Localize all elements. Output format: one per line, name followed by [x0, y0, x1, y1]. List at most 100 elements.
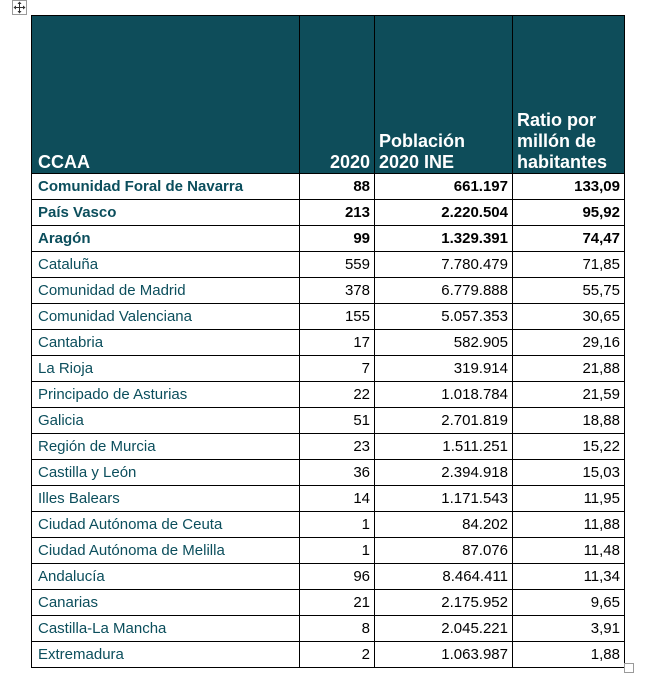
cell-population: 2.175.952: [374, 589, 513, 616]
cell-ccaa-name: Andalucía: [31, 563, 300, 590]
cell-population: 5.057.353: [374, 303, 513, 330]
cell-ccaa-name: Comunidad Foral de Navarra: [31, 173, 300, 200]
table-row: Galicia 51 2.701.819 18,88: [31, 407, 625, 434]
table-resize-handle-icon[interactable]: [624, 663, 634, 673]
move-arrows-icon: [13, 1, 26, 14]
cell-population: 661.197: [374, 173, 513, 200]
cell-ratio: 11,88: [512, 511, 625, 538]
header-year: 2020: [299, 15, 375, 174]
cell-population: 2.220.504: [374, 199, 513, 226]
cell-population: 7.780.479: [374, 251, 513, 278]
table-row: Principado de Asturias 22 1.018.784 21,59: [31, 381, 625, 408]
cell-year-value: 14: [299, 485, 375, 512]
table-row: Castilla y León 36 2.394.918 15,03: [31, 459, 625, 486]
cell-ccaa-name: Castilla y León: [31, 459, 300, 486]
cell-population: 2.045.221: [374, 615, 513, 642]
table-row: País Vasco 213 2.220.504 95,92: [31, 199, 625, 226]
table-move-handle-icon[interactable]: [12, 0, 27, 15]
table-row: Comunidad Valenciana 155 5.057.353 30,65: [31, 303, 625, 330]
cell-ratio: 95,92: [512, 199, 625, 226]
cell-year-value: 36: [299, 459, 375, 486]
cell-ratio: 30,65: [512, 303, 625, 330]
table-row: Región de Murcia 23 1.511.251 15,22: [31, 433, 625, 460]
cell-ccaa-name: Comunidad Valenciana: [31, 303, 300, 330]
table-row: Extremadura 2 1.063.987 1,88: [31, 641, 625, 668]
cell-ratio: 11,48: [512, 537, 625, 564]
cell-year-value: 88: [299, 173, 375, 200]
cell-population: 2.701.819: [374, 407, 513, 434]
table-row: Canarias 21 2.175.952 9,65: [31, 589, 625, 616]
cell-population: 319.914: [374, 355, 513, 382]
cell-ratio: 55,75: [512, 277, 625, 304]
cell-ratio: 21,88: [512, 355, 625, 382]
cell-year-value: 2: [299, 641, 375, 668]
table-row: Aragón 99 1.329.391 74,47: [31, 225, 625, 252]
cell-ratio: 9,65: [512, 589, 625, 616]
cell-ratio: 74,47: [512, 225, 625, 252]
cell-population: 1.171.543: [374, 485, 513, 512]
cell-ratio: 1,88: [512, 641, 625, 668]
cell-ratio: 71,85: [512, 251, 625, 278]
cell-ratio: 11,95: [512, 485, 625, 512]
header-ccaa: CCAA: [31, 15, 300, 174]
cell-ratio: 15,03: [512, 459, 625, 486]
cell-ccaa-name: Extremadura: [31, 641, 300, 668]
cell-population: 84.202: [374, 511, 513, 538]
table-body: Comunidad Foral de Navarra 88 661.197 133,0…: [31, 173, 625, 668]
cell-ratio: 21,59: [512, 381, 625, 408]
cell-ccaa-name: Illes Balears: [31, 485, 300, 512]
cell-ratio: 133,09: [512, 173, 625, 200]
cell-ratio: 15,22: [512, 433, 625, 460]
cell-ccaa-name: Castilla-La Mancha: [31, 615, 300, 642]
cell-ccaa-name: La Rioja: [31, 355, 300, 382]
cell-ccaa-name: Ciudad Autónoma de Ceuta: [31, 511, 300, 538]
header-population: Población 2020 INE: [374, 15, 513, 174]
cell-year-value: 378: [299, 277, 375, 304]
cell-year-value: 96: [299, 563, 375, 590]
table-header-row: CCAA 2020 Población 2020 INE Ratio por m…: [31, 15, 625, 174]
cell-population: 1.018.784: [374, 381, 513, 408]
cell-year-value: 7: [299, 355, 375, 382]
cell-year-value: 99: [299, 225, 375, 252]
cell-population: 2.394.918: [374, 459, 513, 486]
cell-ccaa-name: País Vasco: [31, 199, 300, 226]
cell-ccaa-name: Canarias: [31, 589, 300, 616]
table-row: Cantabria 17 582.905 29,16: [31, 329, 625, 356]
cell-ccaa-name: Comunidad de Madrid: [31, 277, 300, 304]
cell-ccaa-name: Cantabria: [31, 329, 300, 356]
table-row: Comunidad Foral de Navarra 88 661.197 133,0…: [31, 173, 625, 200]
table-row: Ciudad Autónoma de Melilla 1 87.076 11,48: [31, 537, 625, 564]
cell-population: 87.076: [374, 537, 513, 564]
cell-year-value: 23: [299, 433, 375, 460]
cell-year-value: 559: [299, 251, 375, 278]
cell-population: 582.905: [374, 329, 513, 356]
cell-population: 1.063.987: [374, 641, 513, 668]
cell-year-value: 21: [299, 589, 375, 616]
cell-population: 1.329.391: [374, 225, 513, 252]
cell-ccaa-name: Ciudad Autónoma de Melilla: [31, 537, 300, 564]
cell-population: 6.779.888: [374, 277, 513, 304]
cell-year-value: 155: [299, 303, 375, 330]
table-row: Illes Balears 14 1.171.543 11,95: [31, 485, 625, 512]
cell-year-value: 213: [299, 199, 375, 226]
table-row: La Rioja 7 319.914 21,88: [31, 355, 625, 382]
cell-year-value: 1: [299, 537, 375, 564]
cell-ratio: 11,34: [512, 563, 625, 590]
cell-ratio: 3,91: [512, 615, 625, 642]
cell-year-value: 22: [299, 381, 375, 408]
cell-ratio: 29,16: [512, 329, 625, 356]
table-row: Comunidad de Madrid 378 6.779.888 55,75: [31, 277, 625, 304]
table-row: Cataluña 559 7.780.479 71,85: [31, 251, 625, 278]
cell-ccaa-name: Región de Murcia: [31, 433, 300, 460]
cell-ccaa-name: Cataluña: [31, 251, 300, 278]
cell-population: 1.511.251: [374, 433, 513, 460]
table-row: Ciudad Autónoma de Ceuta 1 84.202 11,88: [31, 511, 625, 538]
ccaa-ratio-table: CCAA 2020 Población 2020 INE Ratio por m…: [31, 15, 625, 668]
table-row: Castilla-La Mancha 8 2.045.221 3,91: [31, 615, 625, 642]
table-row: Andalucía 96 8.464.411 11,34: [31, 563, 625, 590]
cell-population: 8.464.411: [374, 563, 513, 590]
cell-year-value: 51: [299, 407, 375, 434]
cell-ccaa-name: Galicia: [31, 407, 300, 434]
cell-year-value: 17: [299, 329, 375, 356]
cell-year-value: 1: [299, 511, 375, 538]
